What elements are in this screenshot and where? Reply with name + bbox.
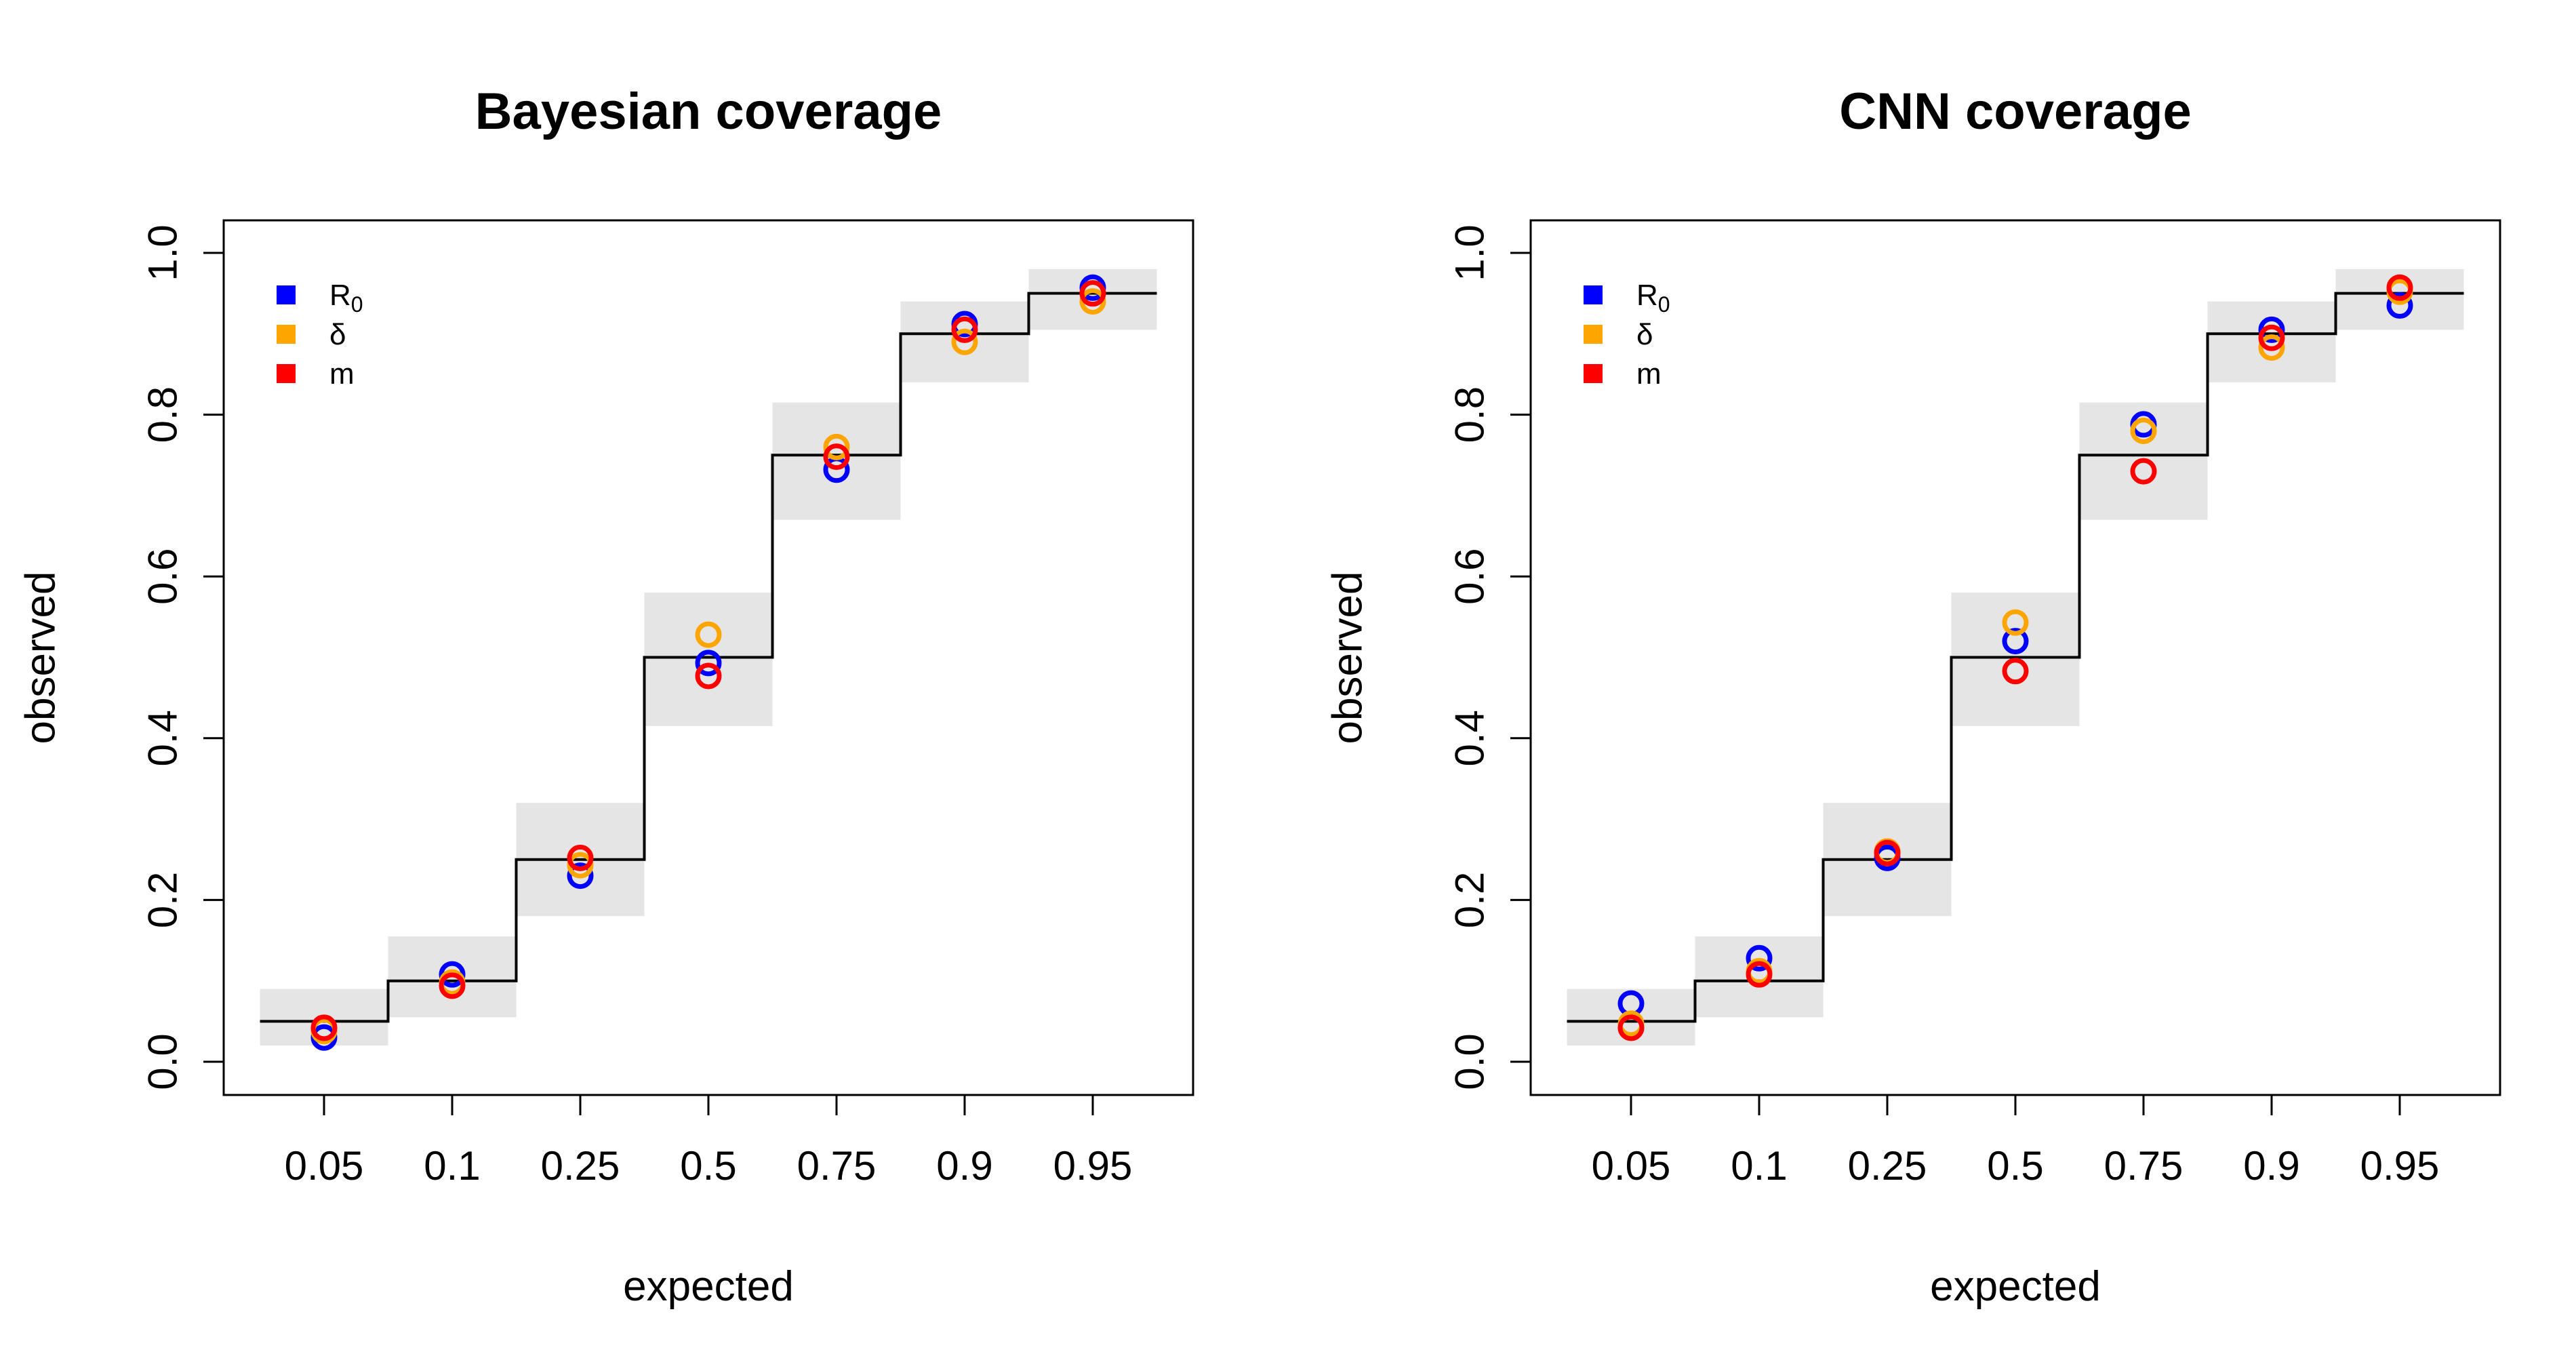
x-tick-label: 0.05 xyxy=(1592,1143,1671,1189)
legend-label-R0: R0 xyxy=(329,279,363,317)
x-tick-label: 0.1 xyxy=(424,1143,480,1189)
y-tick-label: 1.0 xyxy=(140,224,186,281)
x-tick-label: 0.95 xyxy=(1053,1143,1133,1189)
x-tick-label: 0.95 xyxy=(2360,1143,2440,1189)
legend-label-text: R xyxy=(329,279,351,312)
point-R0 xyxy=(567,862,594,890)
point-m xyxy=(823,443,850,471)
legend-swatch-m xyxy=(1584,364,1603,383)
legend-swatch-delta xyxy=(1584,325,1603,344)
x-tick-label: 0.9 xyxy=(936,1143,992,1189)
expected-step-line xyxy=(260,292,1157,1023)
chart-panel: 0.0 0.2 0.4 0.6 0.8 1.0 0.05 0.1 0.25 0.5 0.75 0.9 0… xyxy=(1325,83,2501,1310)
point-delta xyxy=(951,328,978,355)
legend-label-m: m xyxy=(329,357,355,391)
point-m xyxy=(1617,1014,1645,1041)
x-tick-label: 0.75 xyxy=(2104,1143,2183,1189)
legend-label-text: m xyxy=(1636,357,1662,391)
coverage-band xyxy=(1695,936,1824,1018)
legend-label-R0: R0 xyxy=(1636,279,1670,317)
coverage-band xyxy=(644,593,773,726)
x-tick-label: 0.9 xyxy=(2243,1143,2299,1189)
legend-swatch-R0 xyxy=(1584,285,1603,304)
y-tick-label: 1.0 xyxy=(1447,224,1493,281)
legend-label-m: m xyxy=(1636,357,1662,391)
legend-label-delta: δ xyxy=(329,318,346,351)
point-m xyxy=(2130,458,2157,485)
y-tick-label: 0.4 xyxy=(1447,710,1493,766)
x-tick-label: 0.75 xyxy=(797,1143,877,1189)
legend-swatch-m xyxy=(277,364,296,383)
point-m xyxy=(2002,658,2029,685)
legend-swatch-delta xyxy=(277,325,296,344)
y-tick-label: 0.0 xyxy=(140,1033,186,1090)
x-tick-label: 0.05 xyxy=(285,1143,364,1189)
point-m xyxy=(1079,280,1106,307)
point-delta xyxy=(1079,288,1106,315)
y-axis-label: observed xyxy=(1325,571,1371,744)
point-delta xyxy=(695,621,722,648)
point-m xyxy=(310,1014,338,1041)
y-axis-label: observed xyxy=(18,571,64,744)
legend-label-delta: δ xyxy=(1636,318,1653,351)
expected-step-line xyxy=(1567,292,2464,1023)
y-tick-label: 0.8 xyxy=(140,386,186,443)
point-m xyxy=(695,662,722,690)
point-delta xyxy=(2002,609,2029,636)
point-m xyxy=(1746,961,1773,988)
point-delta xyxy=(2258,334,2285,361)
x-axis-label: expected xyxy=(1930,1263,2101,1310)
y-tick-label: 0.2 xyxy=(140,872,186,928)
legend-label-subscript: 0 xyxy=(351,292,363,317)
chart-title: CNN coverage xyxy=(1839,83,2192,140)
point-R0 xyxy=(2386,292,2413,319)
x-tick-label: 0.25 xyxy=(1848,1143,1927,1189)
point-m xyxy=(951,316,978,343)
y-tick-label: 0.6 xyxy=(140,548,186,604)
legend-label-text: δ xyxy=(329,318,346,351)
chart-title: Bayesian coverage xyxy=(475,83,942,140)
legend-label-text: m xyxy=(329,357,355,391)
point-m xyxy=(567,844,594,871)
y-tick-label: 0.0 xyxy=(1447,1033,1493,1090)
point-R0 xyxy=(1746,944,1773,972)
legend-label-subscript: 0 xyxy=(1658,292,1670,317)
point-delta xyxy=(2130,417,2157,444)
point-delta xyxy=(823,433,850,460)
point-m xyxy=(1874,839,1901,866)
point-m xyxy=(2258,324,2285,351)
point-R0 xyxy=(2258,316,2285,343)
x-tick-label: 0.5 xyxy=(680,1143,736,1189)
legend-swatch-R0 xyxy=(277,285,296,304)
point-m xyxy=(439,972,466,999)
y-tick-label: 0.6 xyxy=(1447,548,1493,604)
x-tick-label: 0.5 xyxy=(1987,1143,2043,1189)
x-tick-label: 0.1 xyxy=(1731,1143,1787,1189)
legend-label-text: δ xyxy=(1636,318,1653,351)
x-axis-label: expected xyxy=(623,1263,794,1310)
point-m xyxy=(2386,274,2413,301)
y-tick-label: 0.2 xyxy=(1447,872,1493,928)
point-R0 xyxy=(2002,628,2029,655)
y-tick-label: 0.4 xyxy=(140,710,186,766)
y-tick-label: 0.8 xyxy=(1447,386,1493,443)
chart-panel: 0.0 0.2 0.4 0.6 0.8 1.0 0.05 0.1 0.25 0.5 0.75 0.9 0… xyxy=(18,83,1194,1310)
legend-label-text: R xyxy=(1636,279,1658,312)
point-R0 xyxy=(695,650,722,677)
point-R0 xyxy=(439,961,466,988)
x-tick-label: 0.25 xyxy=(541,1143,620,1189)
